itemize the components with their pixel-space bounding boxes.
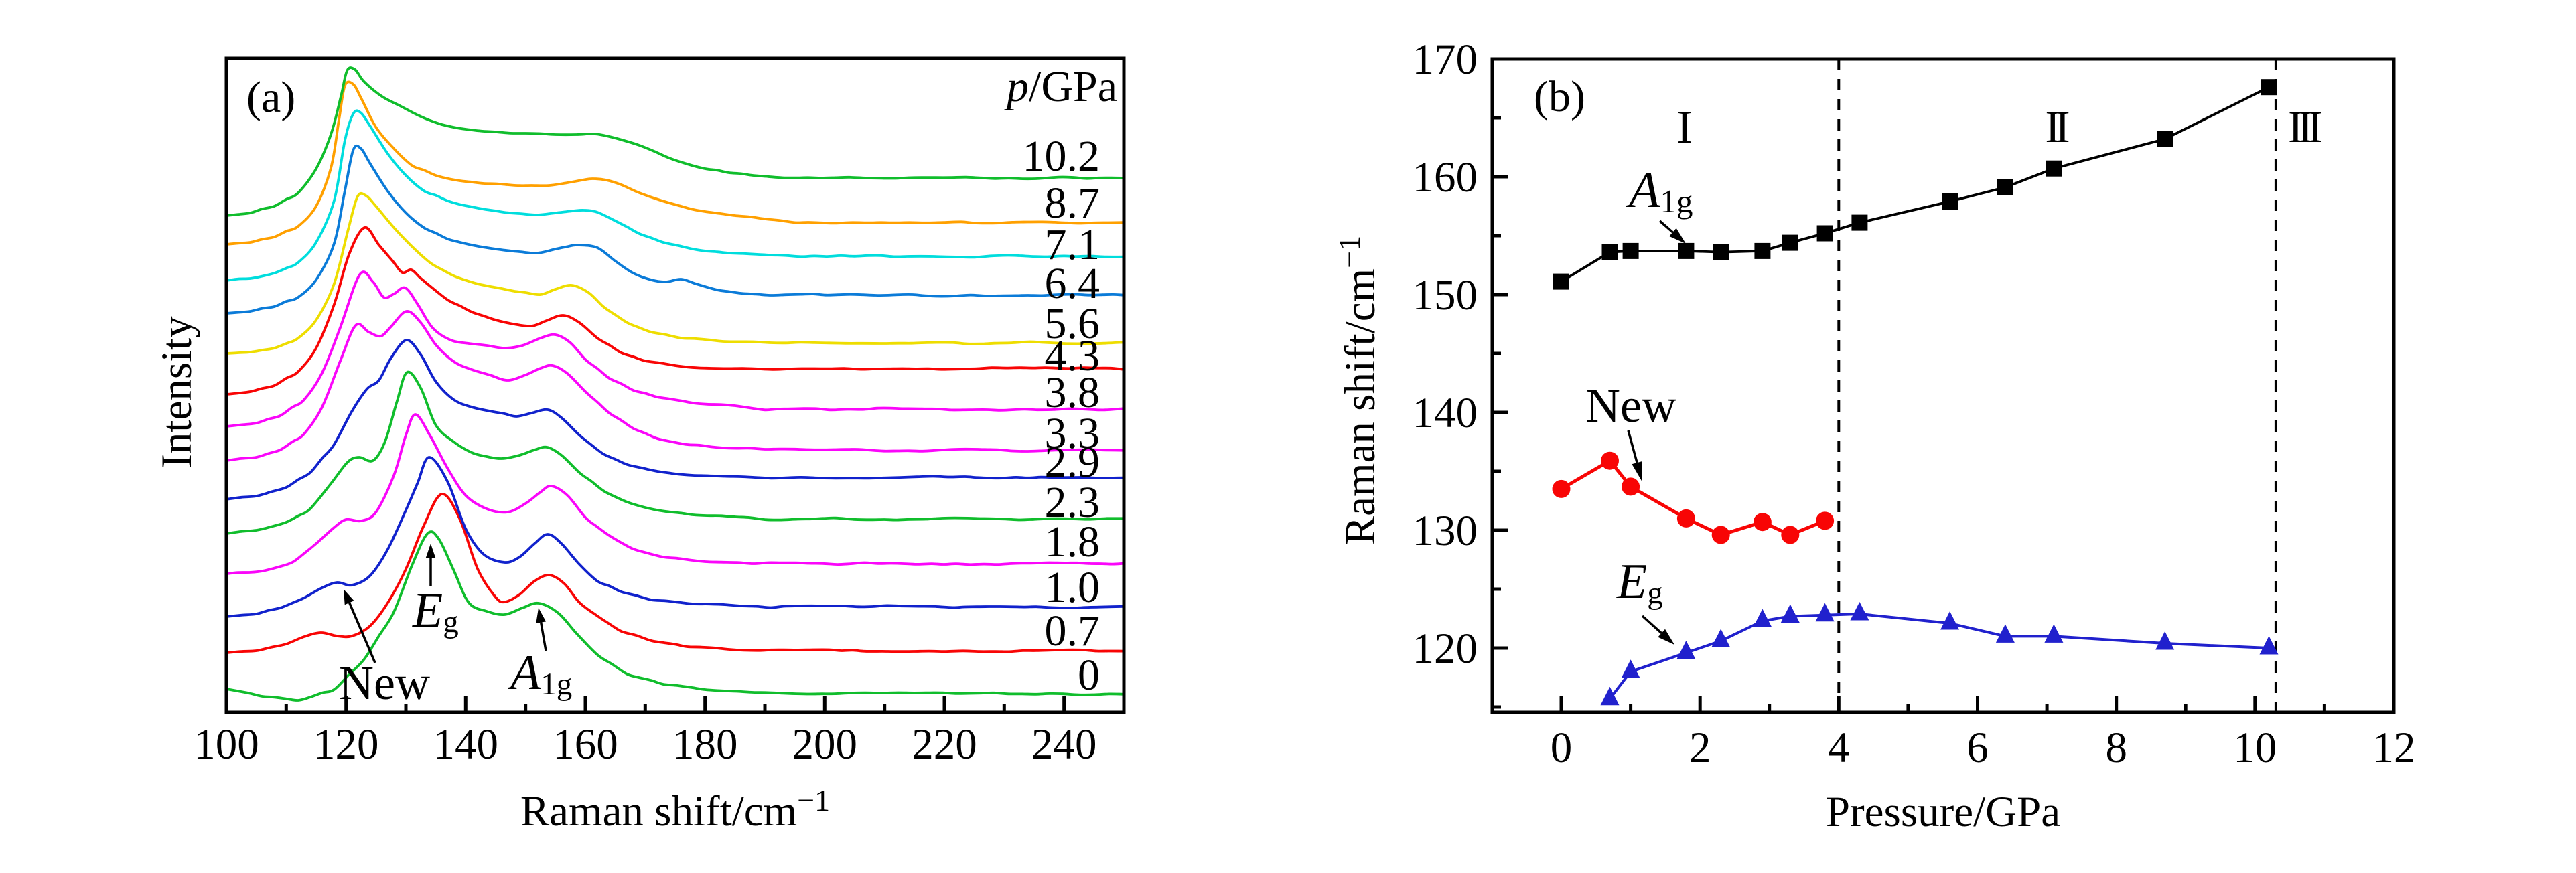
svg-text:New: New (1585, 379, 1676, 432)
svg-text:140: 140 (433, 720, 499, 769)
svg-text:Intensity: Intensity (153, 316, 201, 469)
svg-text:8: 8 (2105, 724, 2127, 772)
svg-text:(b): (b) (1534, 72, 1585, 121)
svg-text:140: 140 (1413, 389, 1478, 437)
svg-text:170: 170 (1413, 35, 1478, 84)
svg-text:p/GPa: p/GPa (1004, 62, 1117, 111)
svg-text:120: 120 (1413, 625, 1478, 673)
svg-text:0: 0 (1078, 651, 1100, 700)
svg-text:1.0: 1.0 (1045, 563, 1100, 612)
svg-text:2: 2 (1689, 724, 1711, 772)
svg-text:160: 160 (553, 720, 618, 769)
svg-text:4: 4 (1828, 724, 1850, 772)
svg-text:7.1: 7.1 (1045, 220, 1100, 269)
svg-text:10.2: 10.2 (1023, 132, 1100, 181)
svg-text:6.4: 6.4 (1045, 259, 1100, 308)
svg-text:2.3: 2.3 (1045, 478, 1100, 527)
svg-text:1.8: 1.8 (1045, 518, 1100, 566)
svg-text:160: 160 (1413, 153, 1478, 202)
svg-text:3.3: 3.3 (1045, 409, 1100, 458)
svg-text:130: 130 (1413, 507, 1478, 555)
svg-text:2.9: 2.9 (1045, 438, 1100, 487)
svg-text:(a): (a) (246, 73, 295, 122)
svg-text:4.3: 4.3 (1045, 331, 1100, 380)
svg-text:Raman shift/cm−1: Raman shift/cm−1 (520, 783, 830, 836)
svg-text:III: III (2288, 101, 2321, 152)
svg-text:5.6: 5.6 (1045, 299, 1100, 348)
svg-text:220: 220 (912, 720, 977, 769)
svg-text:6: 6 (1966, 724, 1989, 772)
svg-text:Raman shift/cm−1: Raman shift/cm−1 (1332, 236, 1384, 545)
svg-text:240: 240 (1031, 720, 1097, 769)
svg-text:180: 180 (672, 720, 738, 769)
svg-text:200: 200 (792, 720, 858, 769)
svg-text:8.7: 8.7 (1045, 179, 1100, 228)
svg-text:3.8: 3.8 (1045, 368, 1100, 417)
svg-text:120: 120 (313, 720, 379, 769)
svg-text:New: New (339, 656, 430, 710)
svg-text:150: 150 (1413, 271, 1478, 319)
svg-text:0.7: 0.7 (1045, 607, 1100, 655)
svg-text:A1g: A1g (1626, 162, 1693, 220)
svg-text:100: 100 (194, 720, 259, 769)
svg-text:A1g: A1g (507, 645, 572, 702)
svg-text:I: I (1676, 102, 1692, 153)
svg-text:10: 10 (2233, 724, 2277, 772)
svg-text:12: 12 (2372, 724, 2416, 772)
svg-text:Pressure/GPa: Pressure/GPa (1826, 788, 2060, 836)
svg-text:0: 0 (1551, 724, 1573, 772)
